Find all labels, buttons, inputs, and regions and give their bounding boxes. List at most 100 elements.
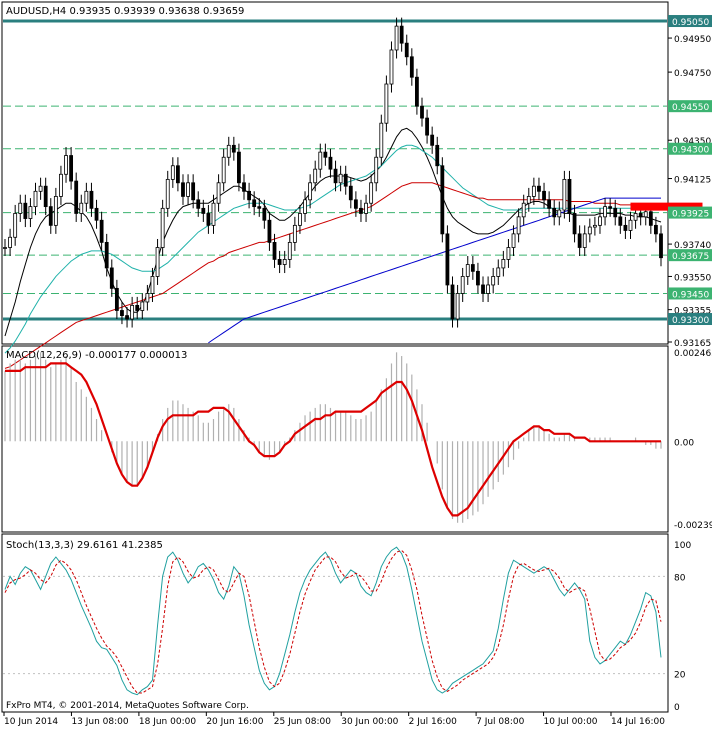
- candle-body: [8, 236, 12, 248]
- candle-body: [338, 173, 343, 184]
- candle-body: [567, 178, 572, 214]
- candle-body: [135, 304, 140, 311]
- time-tick-label: 14 Jul 16:00: [611, 717, 665, 727]
- candle-body: [481, 284, 485, 294]
- candle-body: [155, 247, 160, 277]
- candle-body: [435, 144, 440, 167]
- candle-body: [74, 180, 79, 214]
- candle-body: [38, 185, 43, 192]
- candle-body: [79, 202, 84, 214]
- candle-body: [64, 155, 68, 175]
- candle-body: [547, 199, 552, 209]
- candle-body: [450, 284, 455, 320]
- stoch-tick-label: 20: [674, 671, 686, 681]
- candle-body: [43, 185, 48, 208]
- macd-panel-frame: [1, 345, 669, 533]
- time-tick-label: 18 Jun 00:00: [139, 717, 196, 727]
- candle-body: [399, 25, 404, 44]
- candle-body: [531, 185, 536, 197]
- candle-body: [465, 264, 470, 277]
- candle-body: [211, 202, 216, 226]
- candle-body: [501, 259, 506, 269]
- candle-body: [379, 122, 384, 158]
- price-tick-label: 0.94125: [674, 176, 711, 186]
- candle-body: [89, 190, 94, 209]
- candle-body: [48, 206, 53, 226]
- candle-body: [486, 284, 491, 294]
- ma-line: [4, 182, 662, 369]
- candles: [3, 17, 703, 328]
- price-tick-label: 0.94350: [674, 137, 711, 147]
- stoch-main-line: [4, 546, 662, 696]
- macd-tick-label: 0.002463: [674, 349, 712, 359]
- candle-body: [272, 241, 277, 260]
- candle-body: [287, 241, 292, 260]
- candle-body: [257, 206, 262, 209]
- candle-body: [648, 211, 653, 226]
- candle-body: [186, 182, 190, 197]
- candle-body: [415, 76, 419, 107]
- stochastic-axis: 100 80 20 0: [674, 541, 691, 713]
- candle-body: [33, 190, 38, 208]
- price-label-box: [668, 249, 712, 262]
- candle-body: [445, 233, 450, 286]
- candle-body: [374, 156, 379, 184]
- candle-body: [318, 151, 323, 170]
- footer-copyright: FxPro MT4, © 2001-2014, MetaQuotes Softw…: [6, 701, 249, 711]
- candle-body: [292, 224, 297, 243]
- candle-body: [201, 207, 206, 214]
- time-tick-label: 30 Jun 00:00: [341, 717, 398, 727]
- candle-body: [221, 156, 226, 184]
- candle-body: [23, 202, 28, 219]
- candle-body: [18, 202, 23, 214]
- stoch-tick-label: 0: [674, 703, 680, 713]
- price-label-box: [668, 206, 712, 219]
- candle-body: [562, 178, 567, 211]
- candle-body: [323, 151, 328, 158]
- candle-body: [262, 207, 267, 221]
- candle-body: [104, 241, 109, 269]
- candle-body: [231, 144, 236, 153]
- candle-body: [109, 267, 114, 289]
- candle-body: [359, 207, 363, 214]
- candle-body: [328, 156, 333, 170]
- ma-line: [4, 144, 661, 354]
- macd-signal: [5, 362, 661, 517]
- candle-body: [409, 56, 414, 78]
- candle-body: [364, 202, 368, 214]
- candle-body: [608, 206, 613, 209]
- price-panel-frame: [1, 1, 669, 345]
- stoch-signal-line: [4, 549, 662, 694]
- price-tick-label: 0.93165: [674, 339, 711, 349]
- candle-body: [440, 165, 445, 235]
- candle-body: [343, 173, 348, 187]
- price-tick-label: 0.93550: [674, 273, 711, 283]
- candle-body: [140, 301, 145, 311]
- candle-body: [333, 168, 338, 184]
- price-tick-label: 0.94750: [674, 69, 711, 79]
- candle-body: [216, 182, 221, 204]
- candle-body: [369, 182, 374, 204]
- candle-body: [196, 199, 201, 209]
- candle-body: [191, 182, 196, 201]
- candle-body: [13, 213, 18, 238]
- candle-body: [53, 196, 58, 226]
- candle-body: [69, 155, 74, 182]
- macd-axis: 0.002463 0.00 -0.002395: [674, 349, 712, 531]
- candle-body: [247, 190, 251, 201]
- candle-body: [603, 206, 607, 218]
- candle-body: [511, 233, 516, 248]
- macd-tick-label: 0.00: [674, 438, 694, 448]
- candle-body: [298, 213, 302, 226]
- price-tick-label: 0.93355: [674, 307, 711, 317]
- stoch-tick-label: 80: [674, 573, 686, 583]
- candle-body: [659, 233, 663, 259]
- candle-body: [150, 276, 155, 294]
- ma-line: [208, 197, 661, 344]
- candle-body: [84, 190, 89, 204]
- candle-body: [130, 304, 135, 320]
- candle-body: [145, 293, 150, 303]
- candle-body: [654, 224, 658, 235]
- candle-body: [242, 182, 246, 192]
